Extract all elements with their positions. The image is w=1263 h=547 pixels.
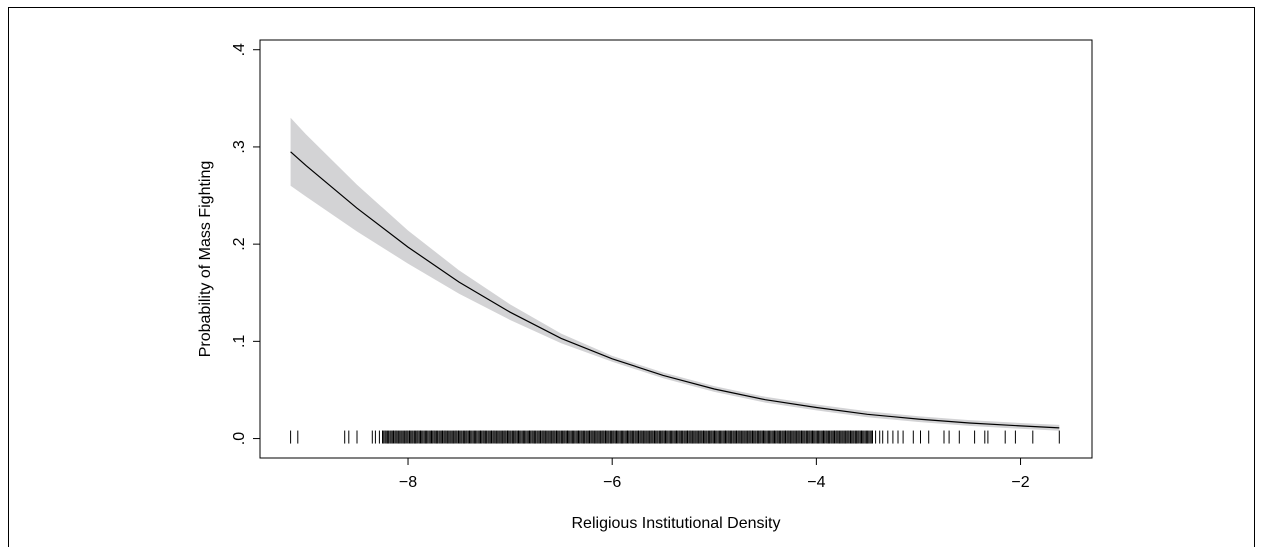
x-axis-label: Religious Institutional Density bbox=[572, 515, 781, 532]
y-tick-label: .2 bbox=[231, 237, 248, 250]
y-tick-label: .4 bbox=[231, 43, 248, 56]
x-tick-label: −2 bbox=[1011, 474, 1029, 491]
y-tick-label: .1 bbox=[231, 335, 248, 348]
fitted-line-layer bbox=[290, 151, 1060, 429]
y-axis: .0 .1 .2 .3 .4 bbox=[231, 43, 260, 445]
plot-area bbox=[259, 39, 1093, 459]
fitted-line bbox=[290, 151, 1060, 429]
rug-layer bbox=[290, 430, 1060, 444]
x-tick-label: −8 bbox=[399, 474, 417, 491]
x-axis: −8 −6 −4 −2 bbox=[399, 458, 1030, 491]
y-tick-label: .3 bbox=[231, 140, 248, 153]
y-axis-label: Probability of Mass Fighting bbox=[197, 161, 214, 358]
confidence-band bbox=[290, 117, 1060, 431]
y-tick-label: .0 bbox=[231, 432, 248, 445]
x-tick-label: −4 bbox=[807, 474, 825, 491]
x-tick-label: −6 bbox=[603, 474, 621, 491]
figure-frame bbox=[8, 7, 1255, 547]
confidence-band-layer bbox=[290, 117, 1060, 431]
